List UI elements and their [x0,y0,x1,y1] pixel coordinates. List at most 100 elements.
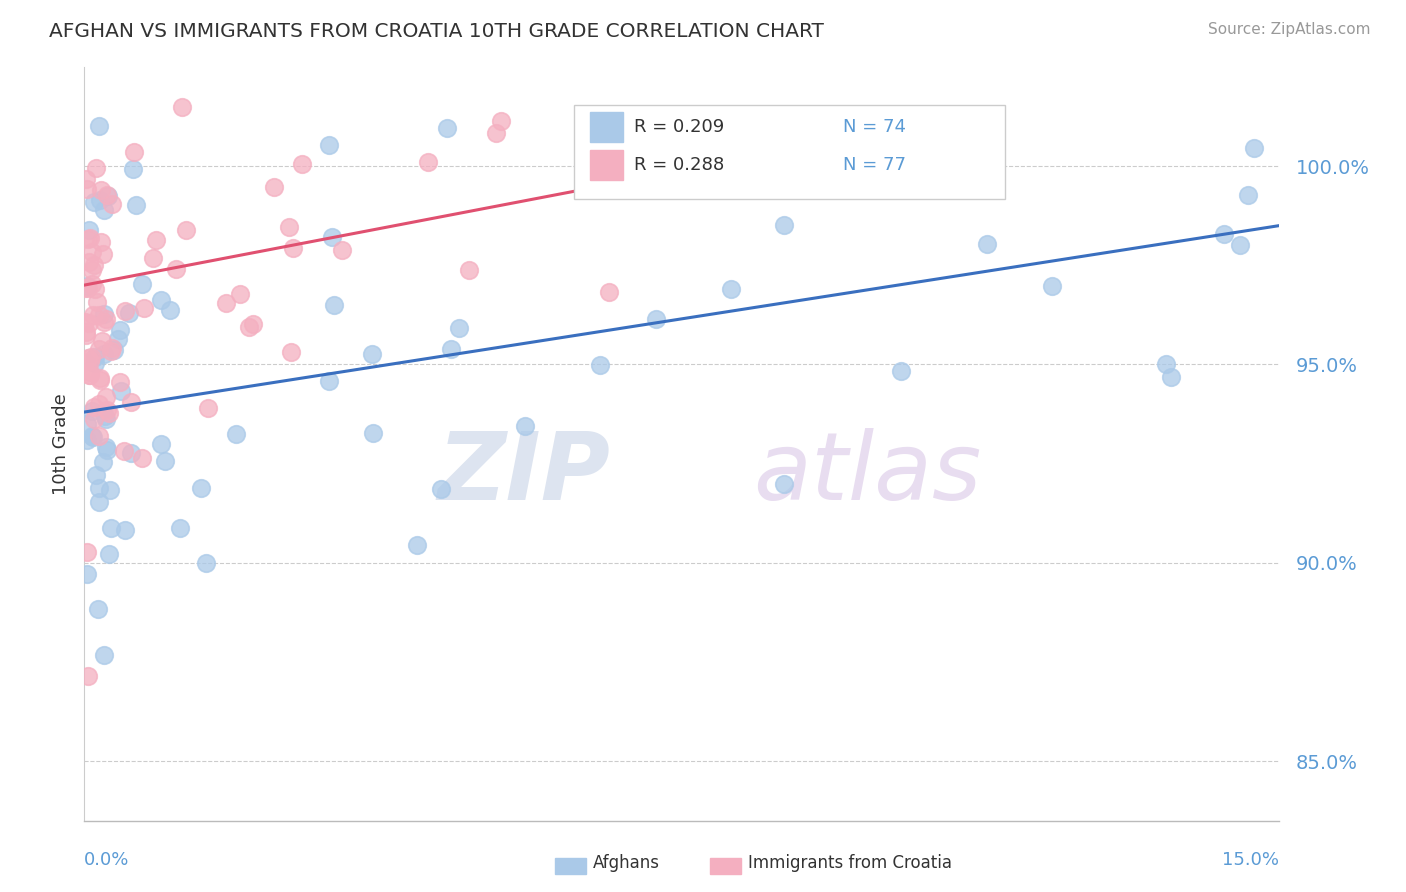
Point [513,418,536,433]
Point [94,311,117,326]
Point [107,332,129,346]
Point [80,262,103,277]
Point [77,351,100,366]
Point [197,401,219,416]
Point [318,374,340,388]
Point [361,426,384,441]
Point [83,400,105,414]
Point [190,481,212,495]
Point [80,350,103,364]
Point [84,282,107,296]
Point [142,251,165,265]
Point [159,303,181,318]
Point [103,343,125,357]
Point [96,442,118,457]
Point [114,304,136,318]
Point [229,286,252,301]
Point [90,183,112,197]
Point [108,324,131,338]
Point [87,342,110,356]
Point [82,309,104,323]
Text: N = 74: N = 74 [844,119,907,136]
Point [76,567,98,582]
Point [1040,279,1063,293]
Point [79,353,101,368]
Point [79,230,101,244]
Text: Source: ZipAtlas.com: Source: ZipAtlas.com [1208,22,1371,37]
Point [87,481,110,495]
Point [458,263,481,277]
Point [75,315,97,329]
Point [125,198,148,212]
Point [489,114,512,128]
Point [91,247,114,261]
Point [112,444,135,458]
Point [131,450,153,465]
Point [318,138,340,153]
Point [100,343,122,358]
Point [83,258,105,272]
Y-axis label: 10th Grade: 10th Grade [52,392,70,495]
Point [82,430,104,444]
Point [439,342,461,356]
Point [1229,237,1251,252]
Point [1212,227,1234,241]
Text: Immigrants from Croatia: Immigrants from Croatia [748,855,952,872]
Point [96,441,118,455]
Point [75,326,97,340]
Point [436,121,458,136]
Bar [591,112,623,142]
Point [89,371,111,385]
Point [96,402,118,417]
Point [89,495,111,509]
Point [93,307,115,321]
Point [890,364,912,378]
Point [430,482,453,496]
Point [76,669,98,683]
Point [80,429,103,443]
Point [449,321,471,335]
Point [83,412,105,426]
Point [110,375,132,389]
Text: Afghans: Afghans [593,855,661,872]
Point [131,277,153,291]
Point [87,429,110,443]
Point [1243,141,1265,155]
Text: ZIP: ZIP [437,428,610,520]
Point [322,298,344,312]
Point [77,223,100,237]
Point [90,235,112,250]
Point [84,161,107,176]
Point [122,145,145,160]
Point [121,162,143,177]
Point [100,341,122,355]
Text: atlas: atlas [754,428,981,519]
Point [76,181,98,195]
Point [77,368,100,382]
Point [1160,370,1182,384]
Point [238,320,260,334]
Point [91,334,114,348]
Point [97,188,120,202]
Point [93,648,115,663]
Point [89,373,111,387]
Point [405,538,427,552]
Point [169,521,191,535]
Point [77,255,100,269]
Text: R = 0.288: R = 0.288 [634,156,724,174]
Point [75,281,97,295]
Point [321,229,343,244]
Point [94,390,117,404]
Bar [591,150,623,180]
Text: R = 0.209: R = 0.209 [634,119,724,136]
Point [80,404,103,418]
Point [1236,187,1258,202]
Text: AFGHAN VS IMMIGRANTS FROM CROATIA 10TH GRADE CORRELATION CHART: AFGHAN VS IMMIGRANTS FROM CROATIA 10TH G… [49,22,824,41]
Point [145,233,167,247]
Point [77,316,100,330]
Text: 15.0%: 15.0% [1222,851,1279,869]
Point [96,187,118,202]
Point [76,417,98,431]
Point [75,171,97,186]
Text: 0.0%: 0.0% [84,851,129,869]
